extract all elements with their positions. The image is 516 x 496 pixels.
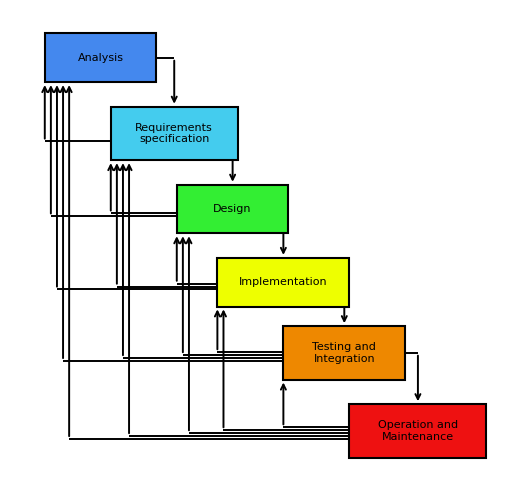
FancyBboxPatch shape	[177, 185, 288, 234]
FancyBboxPatch shape	[349, 404, 487, 458]
Text: Design: Design	[214, 204, 252, 214]
FancyBboxPatch shape	[283, 326, 405, 379]
Text: Implementation: Implementation	[239, 277, 328, 287]
FancyBboxPatch shape	[45, 33, 156, 82]
Text: Testing and
Integration: Testing and Integration	[312, 342, 376, 364]
FancyBboxPatch shape	[111, 107, 238, 160]
FancyBboxPatch shape	[217, 258, 349, 307]
Text: Analysis: Analysis	[77, 53, 124, 63]
Text: Requirements
specification: Requirements specification	[135, 123, 213, 144]
Text: Operation and
Maintenance: Operation and Maintenance	[378, 420, 458, 441]
